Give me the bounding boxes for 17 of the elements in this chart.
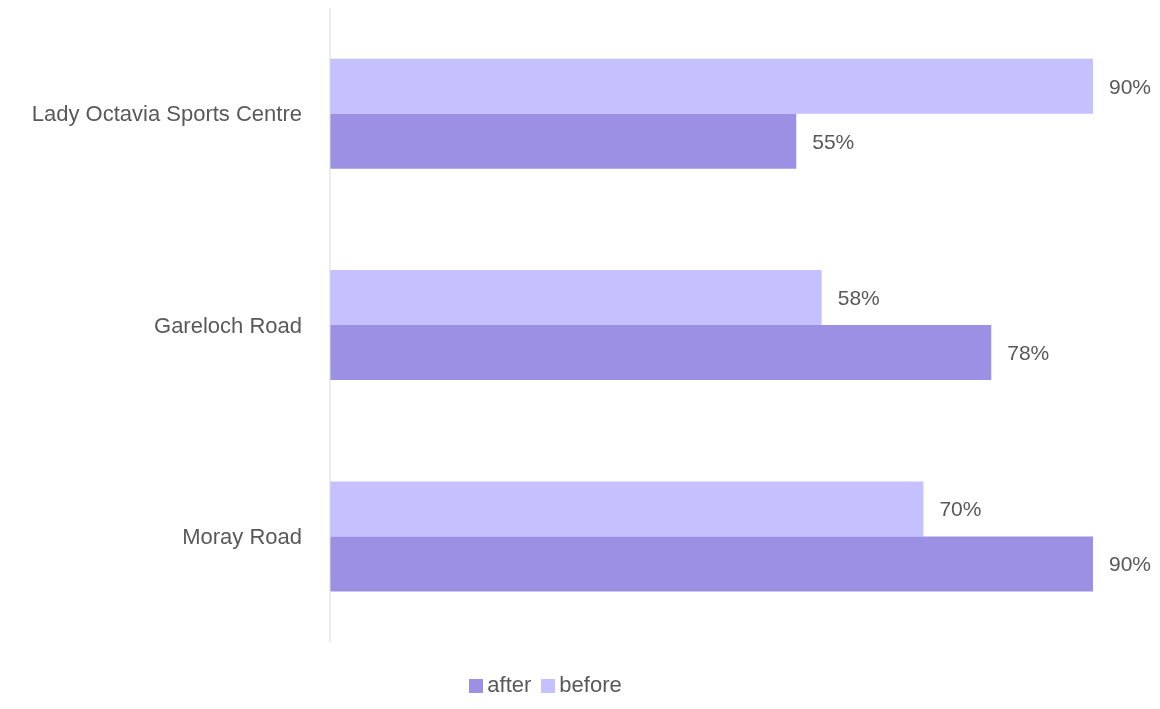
bar	[330, 481, 924, 537]
data-label: 70%	[939, 497, 982, 521]
bar	[330, 270, 822, 326]
bar	[330, 58, 1093, 114]
bar	[330, 325, 992, 381]
data-label: 55%	[812, 129, 855, 153]
bar	[330, 536, 1093, 592]
y-tick-label: Lady Octavia Sports Centre	[31, 101, 302, 127]
bar	[330, 113, 797, 169]
y-tick-label: Moray Road	[182, 524, 302, 550]
data-label: 90%	[1109, 74, 1152, 98]
y-tick-label: Gareloch Road	[154, 312, 302, 338]
data-label: 90%	[1109, 552, 1152, 576]
legend-label: after	[487, 672, 532, 697]
data-label: 58%	[837, 286, 880, 310]
legend-label: before	[559, 672, 622, 697]
data-label: 78%	[1007, 341, 1050, 365]
